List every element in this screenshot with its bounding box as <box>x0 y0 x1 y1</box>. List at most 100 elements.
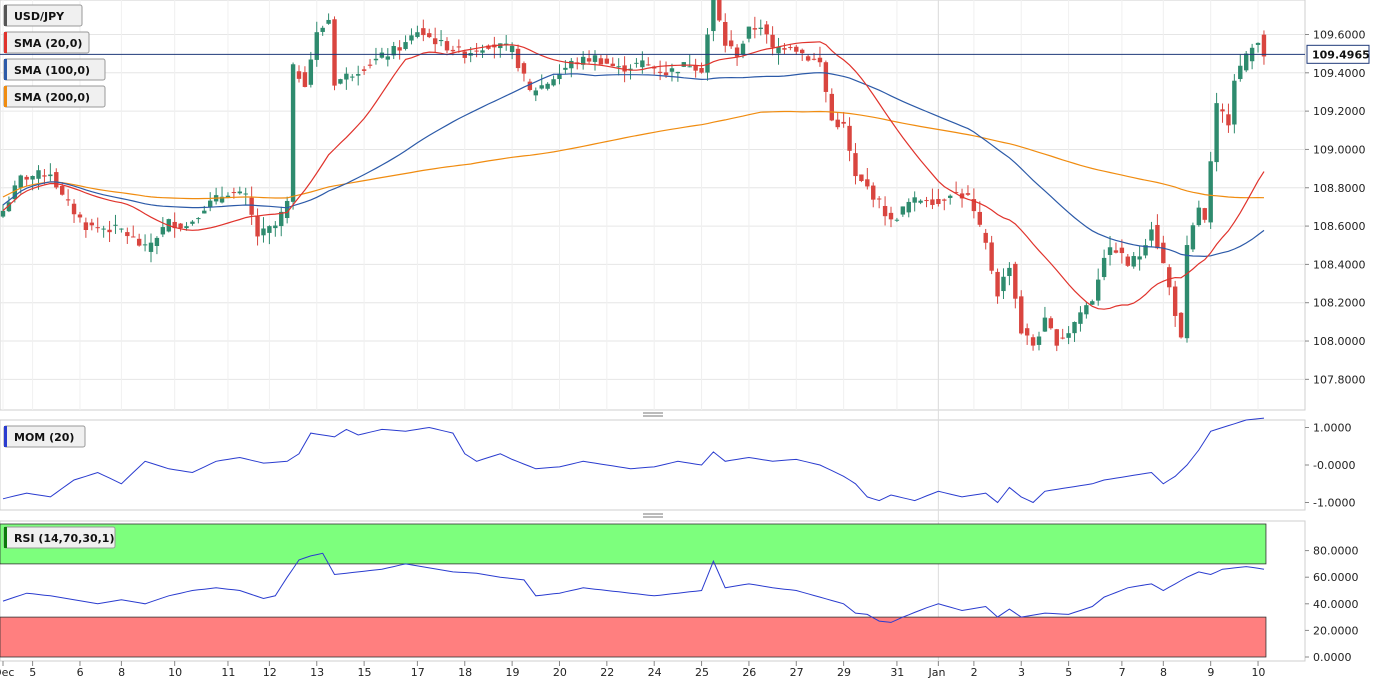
candle-body <box>60 186 65 195</box>
candle-body <box>1232 80 1237 125</box>
candle-body <box>527 81 533 90</box>
current-price-tag: 109.4965 <box>1306 44 1370 64</box>
candle <box>1238 54 1243 82</box>
candle <box>427 28 432 39</box>
candle-body <box>734 47 740 57</box>
candle-body <box>1019 296 1024 334</box>
candle <box>119 228 124 233</box>
candle <box>432 27 438 53</box>
candle-body <box>841 121 846 124</box>
candle-body <box>711 0 716 32</box>
symbol-badge[interactable]: USD/JPY <box>3 4 83 27</box>
candle <box>302 66 308 88</box>
candle-body <box>829 93 834 121</box>
candle-body <box>42 175 47 177</box>
candle-body <box>427 33 432 38</box>
legend-sma200[interactable]: SMA (200,0) <box>3 85 106 108</box>
candle <box>616 58 621 76</box>
mom-pane-resize-handle[interactable] <box>643 412 663 417</box>
time-tick-label: 20 <box>553 666 567 679</box>
candle <box>89 218 94 231</box>
candle-body <box>1214 103 1219 163</box>
candle-body <box>361 69 367 71</box>
candle-body <box>989 242 994 271</box>
candle-body <box>794 46 799 52</box>
candle-body <box>444 41 450 51</box>
candle-body <box>54 172 59 188</box>
candle-body <box>379 52 385 58</box>
mom-badge[interactable]: MOM (20) <box>3 425 86 448</box>
candle-body <box>1030 337 1036 346</box>
legend-sma20[interactable]: SMA (20,0) <box>3 31 90 54</box>
candle-body <box>219 196 225 203</box>
candle <box>794 44 799 55</box>
candle-body <box>486 45 491 49</box>
candle-body <box>113 224 118 226</box>
rsi-pane-resize-handle[interactable] <box>643 513 663 518</box>
rsi-tick-label: 20.0000 <box>1313 624 1359 637</box>
candle-body <box>231 192 237 194</box>
time-tick-label: 24 <box>648 666 662 679</box>
candle-body <box>456 46 462 48</box>
rsi-zones <box>0 523 1267 658</box>
time-tick-label: 22 <box>600 666 614 679</box>
rsi-tick-label: 40.0000 <box>1313 598 1359 611</box>
candle-body <box>1107 247 1113 255</box>
price-tick-label: 109.6000 <box>1313 28 1366 41</box>
candle-body <box>888 212 894 220</box>
candle-body <box>1161 242 1166 264</box>
candle <box>361 66 367 75</box>
candle <box>101 225 106 238</box>
candle-body <box>1172 286 1178 316</box>
candle-body <box>1220 109 1225 112</box>
candle-body <box>48 174 53 177</box>
candle-body <box>178 223 183 229</box>
candle-body <box>545 83 550 89</box>
candle <box>829 88 834 122</box>
candle-body <box>930 199 935 205</box>
candle <box>350 74 355 82</box>
candle <box>604 54 610 65</box>
candle <box>18 174 23 194</box>
candle-body <box>924 200 929 202</box>
candle-body <box>131 236 136 238</box>
time-tick-label: 10 <box>168 666 182 679</box>
rsi-badge[interactable]: RSI (14,70,30,1) <box>3 526 116 549</box>
candle-body <box>563 67 568 70</box>
candle-body <box>421 28 426 36</box>
time-tick-label: 8 <box>1160 666 1167 679</box>
candle <box>344 67 349 90</box>
candle <box>1178 312 1184 339</box>
candle-body <box>717 0 722 21</box>
candle <box>669 63 675 82</box>
candle <box>243 187 248 205</box>
time-tick-label: 31 <box>890 666 904 679</box>
candle <box>740 40 746 59</box>
candle-body <box>125 232 130 237</box>
candle-body <box>1024 328 1030 336</box>
candle-body <box>1072 321 1077 334</box>
candle-body <box>1101 257 1107 278</box>
candle-body <box>344 73 349 80</box>
price-tick-label: 108.2000 <box>1313 297 1366 310</box>
candle-body <box>663 72 669 76</box>
time-tick-label: 11 <box>221 666 235 679</box>
candle-body <box>882 206 888 217</box>
axes: 107.8000 108.0000 108.2000 108.4000 108.6000… <box>0 28 1366 679</box>
candle <box>1202 207 1207 223</box>
candle <box>160 217 166 238</box>
candle-body <box>1155 224 1160 249</box>
candle-body <box>509 45 515 53</box>
candle <box>693 58 698 78</box>
candle <box>1024 323 1030 345</box>
candle <box>326 13 331 25</box>
time-tick-label: 5 <box>1065 666 1072 679</box>
candle <box>882 196 888 226</box>
candle <box>841 111 846 128</box>
candle <box>1054 328 1059 352</box>
legend-sma100[interactable]: SMA (100,0) <box>3 58 106 81</box>
candle-body <box>12 185 18 200</box>
candle <box>859 174 864 183</box>
price-tick-label: 109.2000 <box>1313 105 1366 118</box>
